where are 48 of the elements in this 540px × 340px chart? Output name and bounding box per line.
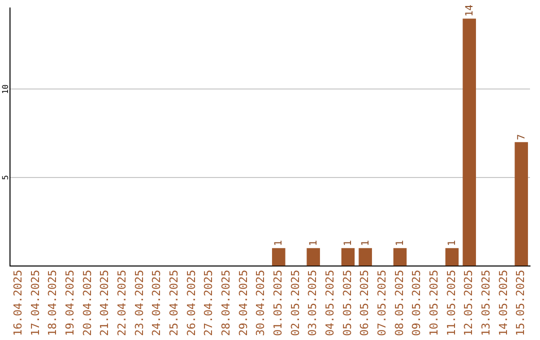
x-tick-label: 17.04.2025 <box>28 270 42 336</box>
x-tick-label: 19.04.2025 <box>64 270 77 336</box>
x-tick-label: 24.04.2025 <box>150 270 164 336</box>
bar <box>306 248 320 266</box>
y-tick-label: 10 <box>1 84 10 94</box>
y-tick-label: 5 <box>1 174 10 180</box>
data-label: 1 <box>308 240 320 246</box>
data-label: 1 <box>447 240 458 246</box>
data-label: 1 <box>274 240 285 246</box>
x-tick-label: 28.04.2025 <box>220 270 233 336</box>
data-label: 1 <box>360 240 372 246</box>
x-tick-label: 30.04.2025 <box>254 270 268 336</box>
bar <box>445 248 459 266</box>
x-tick-label: 15.05.2025 <box>514 270 528 336</box>
data-label: 1 <box>395 240 406 246</box>
x-tick-label: 23.04.2025 <box>132 270 146 336</box>
x-tick-label: 09.05.2025 <box>410 270 424 336</box>
bar <box>462 18 476 266</box>
x-tick-label: 26.04.2025 <box>184 270 198 336</box>
x-tick-label: 14.05.2025 <box>496 270 510 336</box>
bar <box>358 248 372 266</box>
x-tick-label: 07.05.2025 <box>376 270 389 336</box>
x-tick-label: 08.05.2025 <box>392 270 406 336</box>
data-label: 1 <box>343 240 354 246</box>
x-tick-label: 06.05.2025 <box>358 270 372 336</box>
data-label: 7 <box>516 134 528 140</box>
bar <box>341 248 355 266</box>
x-tick-label: 21.04.2025 <box>98 270 112 336</box>
x-tick-label: 20.04.2025 <box>80 270 94 336</box>
x-tick-label: 13.05.2025 <box>480 270 493 336</box>
x-tick-label: 04.05.2025 <box>324 270 337 336</box>
x-tick-label: 05.05.2025 <box>340 270 354 336</box>
x-tick-label: 18.04.2025 <box>46 270 60 336</box>
x-tick-label: 02.05.2025 <box>288 270 302 336</box>
x-tick-label: 10.05.2025 <box>428 270 441 336</box>
x-tick-label: 27.04.2025 <box>202 270 216 336</box>
bar <box>514 142 528 266</box>
x-tick-label: 29.04.2025 <box>236 270 250 336</box>
x-tick-label: 25.04.2025 <box>168 270 181 336</box>
x-tick-label: 22.04.2025 <box>116 270 129 336</box>
bar <box>393 248 407 266</box>
x-tick-label: 11.05.2025 <box>444 270 458 336</box>
x-tick-label: 01.05.2025 <box>272 270 285 336</box>
data-label: 14 <box>464 4 476 17</box>
bar <box>272 248 286 266</box>
x-tick-label: 12.05.2025 <box>462 270 476 336</box>
x-tick-label: 16.04.2025 <box>12 270 25 336</box>
x-tick-label: 03.05.2025 <box>306 270 320 336</box>
